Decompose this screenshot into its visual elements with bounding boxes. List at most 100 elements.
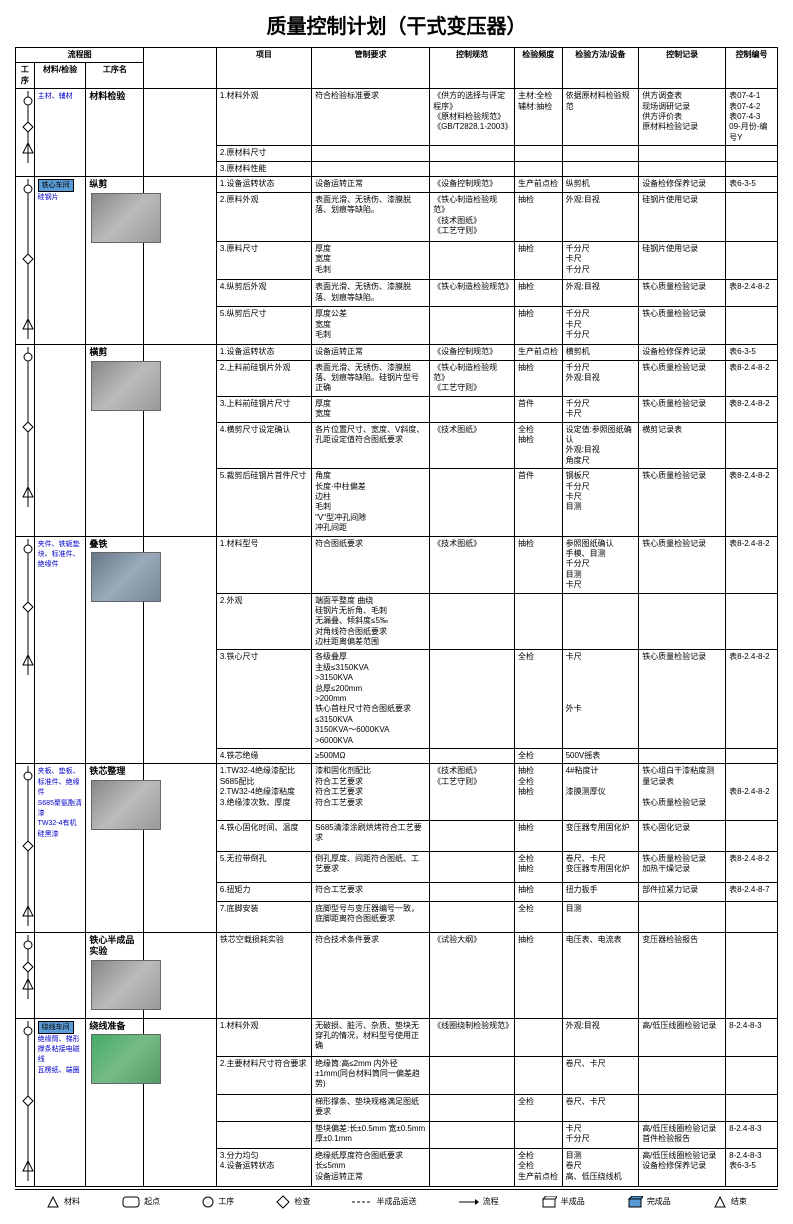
cell-spec xyxy=(430,748,515,763)
cell-method: 500V摇表 xyxy=(562,748,639,763)
cell-req: 绝缘筒:高≤2mm 内外径±1mm(同台材料筒同一偏差趋势) xyxy=(312,1056,430,1094)
cell-method: 卡尺外卡 xyxy=(562,650,639,749)
cell-record: 铁心组白干漆粘度测量记录表铁心质量检验记录 xyxy=(639,764,726,820)
flow-symbol-cell xyxy=(16,764,35,932)
cell-code xyxy=(726,1094,778,1121)
cell-item: 3.上料前硅钢片尺寸 xyxy=(216,396,311,422)
process-photo xyxy=(91,780,161,830)
cell-code xyxy=(726,593,778,650)
process-name-cell: 绕线准备 xyxy=(86,1018,144,1186)
cell-code xyxy=(726,146,778,161)
header-procname xyxy=(144,48,216,89)
cell-method: 外观:目视 xyxy=(562,1018,639,1056)
cell-spec xyxy=(430,820,515,851)
cell-req: 表面光滑、无锈伤、漆膜脱落、划痕等缺陷。 xyxy=(312,193,430,242)
cell-record xyxy=(639,593,726,650)
cell-req: ≥500MΩ xyxy=(312,748,430,763)
cell-item: 4.纵剪后外观 xyxy=(216,280,311,307)
cell-record: 铁心质量检验记录 xyxy=(639,360,726,396)
cell-record: 硅钢片使用记录 xyxy=(639,242,726,280)
table-row: 主材、辅材材料检验1.材料外观符合检验标准要求《供方的选择与评定程序》《原材料检… xyxy=(16,89,778,146)
cell-record xyxy=(639,1094,726,1121)
cell-item: 铁芯空载损耗实验 xyxy=(216,932,311,1018)
cell-code xyxy=(726,1056,778,1094)
cell-spec: 《技术图纸》 xyxy=(430,422,515,469)
legend-process: 工序 xyxy=(202,1196,234,1208)
cell-item: 3.原材料性能 xyxy=(216,161,311,176)
cell-spec xyxy=(430,146,515,161)
cell-method: 变压器专用固化炉 xyxy=(562,820,639,851)
cell-freq: 首件 xyxy=(514,469,562,536)
cell-req: 各级叠厚主级≤3150KVA>3150KVA总厚≤200mm>200mm铁心首柱… xyxy=(312,650,430,749)
cell-record: 铁心质量检验记录 xyxy=(639,536,726,593)
cell-req: 各片位置尺寸、宽度、V斜度、孔距设定值符合图纸要求 xyxy=(312,422,430,469)
legend-start: 起点 xyxy=(122,1196,160,1208)
cell-record: 变压器检验报告 xyxy=(639,932,726,1018)
cell-code: 8-2.4-8-3 xyxy=(726,1018,778,1056)
header-code: 控制编号 xyxy=(726,48,778,89)
table-row: 夹件、铁轭垫块、标准件、绝缘件叠铁1.材料型号符合图纸要求《技术图纸》抽检参照图… xyxy=(16,536,778,593)
material-note: 夹件、铁轭垫块、标准件、绝缘件 xyxy=(38,541,80,569)
cell-code: 表8-2.4-8-2 xyxy=(726,396,778,422)
cell-item: 2.主要材料尺寸符合要求 xyxy=(216,1056,311,1094)
header-req: 管制要求 xyxy=(312,48,430,89)
cell-method: 千分尺卡尺千分尺 xyxy=(562,242,639,280)
cell-item: 1.TW32-4绝缘漆配比S685配比2.TW32-4绝缘漆粘度3.绝缘漆次数、… xyxy=(216,764,311,820)
cell-code: 表8-2.4-8-2 xyxy=(726,280,778,307)
cell-record xyxy=(639,1056,726,1094)
cell-spec: 《铁心制造检验规范》《工艺守则》 xyxy=(430,360,515,396)
process-photo xyxy=(91,960,161,1010)
cell-item xyxy=(216,1121,311,1148)
legend-flow: 流程 xyxy=(459,1196,499,1207)
workshop-tag: 铁心车间 xyxy=(38,179,74,192)
header-mat: 材料/检验 xyxy=(34,63,86,89)
cell-record: 铁心固化记录 xyxy=(639,820,726,851)
material-cell: 主材、辅材 xyxy=(34,89,86,177)
process-photo xyxy=(91,1034,161,1084)
cell-spec xyxy=(430,242,515,280)
cell-method: 千分尺卡尺 xyxy=(562,396,639,422)
cell-method: 卷尺、卡尺变压器专用固化炉 xyxy=(562,851,639,882)
cell-code: 表6-3-5 xyxy=(726,345,778,360)
legend: 材料 起点 工序 检查 半成品运送 流程 半成品 完成品 xyxy=(15,1189,778,1214)
material-note: 绝缘筒、梯形撑条粘接电磁线瓦楞纸、端圈 xyxy=(38,1036,80,1074)
cell-code xyxy=(726,242,778,280)
cell-item: 1.材料外观 xyxy=(216,1018,311,1056)
header-seq: 工序 xyxy=(16,63,35,89)
cell-req: 表面光滑、无锈伤、漆膜脱落、划痕等缺陷。硅钢片型号正确 xyxy=(312,360,430,396)
cell-code xyxy=(726,307,778,345)
cell-code xyxy=(726,422,778,469)
cell-method: 卡尺千分尺 xyxy=(562,1121,639,1148)
cell-spec xyxy=(430,882,515,901)
cell-spec xyxy=(430,396,515,422)
cell-spec: 《铁心制造检验规范》《技术图纸》《工艺守则》 xyxy=(430,193,515,242)
cell-method: 目测卷尺高、低压绕线机 xyxy=(562,1148,639,1186)
cell-item: 5.裁剪后硅钢片首件尺寸 xyxy=(216,469,311,536)
cell-method: 依据原材料检验规范 xyxy=(562,89,639,146)
cell-req xyxy=(312,146,430,161)
material-cell xyxy=(34,932,86,1018)
cell-freq: 生产前点检 xyxy=(514,345,562,360)
cell-spec xyxy=(430,1094,515,1121)
cell-spec xyxy=(430,593,515,650)
cell-code: 表8-2.4-8-2 xyxy=(726,360,778,396)
process-photo xyxy=(91,361,161,411)
cell-req: 端面平整度 曲绕硅钢片无折角、毛刺无漏叠、倾斜度≤5‰对角线符合图纸要求边柱距离… xyxy=(312,593,430,650)
cell-req: 厚度宽度 xyxy=(312,396,430,422)
cell-code: 8-2.4-8-3表6-3-5 xyxy=(726,1148,778,1186)
material-cell: 夹件、铁轭垫块、标准件、绝缘件 xyxy=(34,536,86,764)
cell-method: 目测 xyxy=(562,901,639,932)
legend-semi: 半成品 xyxy=(541,1196,585,1208)
cell-item: 1.材料外观 xyxy=(216,89,311,146)
cell-method: 扭力扳手 xyxy=(562,882,639,901)
cell-record: 硅钢片使用记录 xyxy=(639,193,726,242)
page-root: 质量控制计划（干式变压器） 流程图 项目 管制要求 控制规范 检验频度 检验方法… xyxy=(0,0,793,1224)
cell-item: 2.外观 xyxy=(216,593,311,650)
header-record: 控制记录 xyxy=(639,48,726,89)
cell-record xyxy=(639,901,726,932)
process-name: 叠铁 xyxy=(89,539,140,551)
cell-item: 4.铁心固化时间、温度 xyxy=(216,820,311,851)
cell-req: 绝缘纸厚度符合图纸要求长≤5mm设备运转正常 xyxy=(312,1148,430,1186)
process-name: 绕线准备 xyxy=(89,1021,140,1033)
cell-freq: 全检抽检 xyxy=(514,851,562,882)
